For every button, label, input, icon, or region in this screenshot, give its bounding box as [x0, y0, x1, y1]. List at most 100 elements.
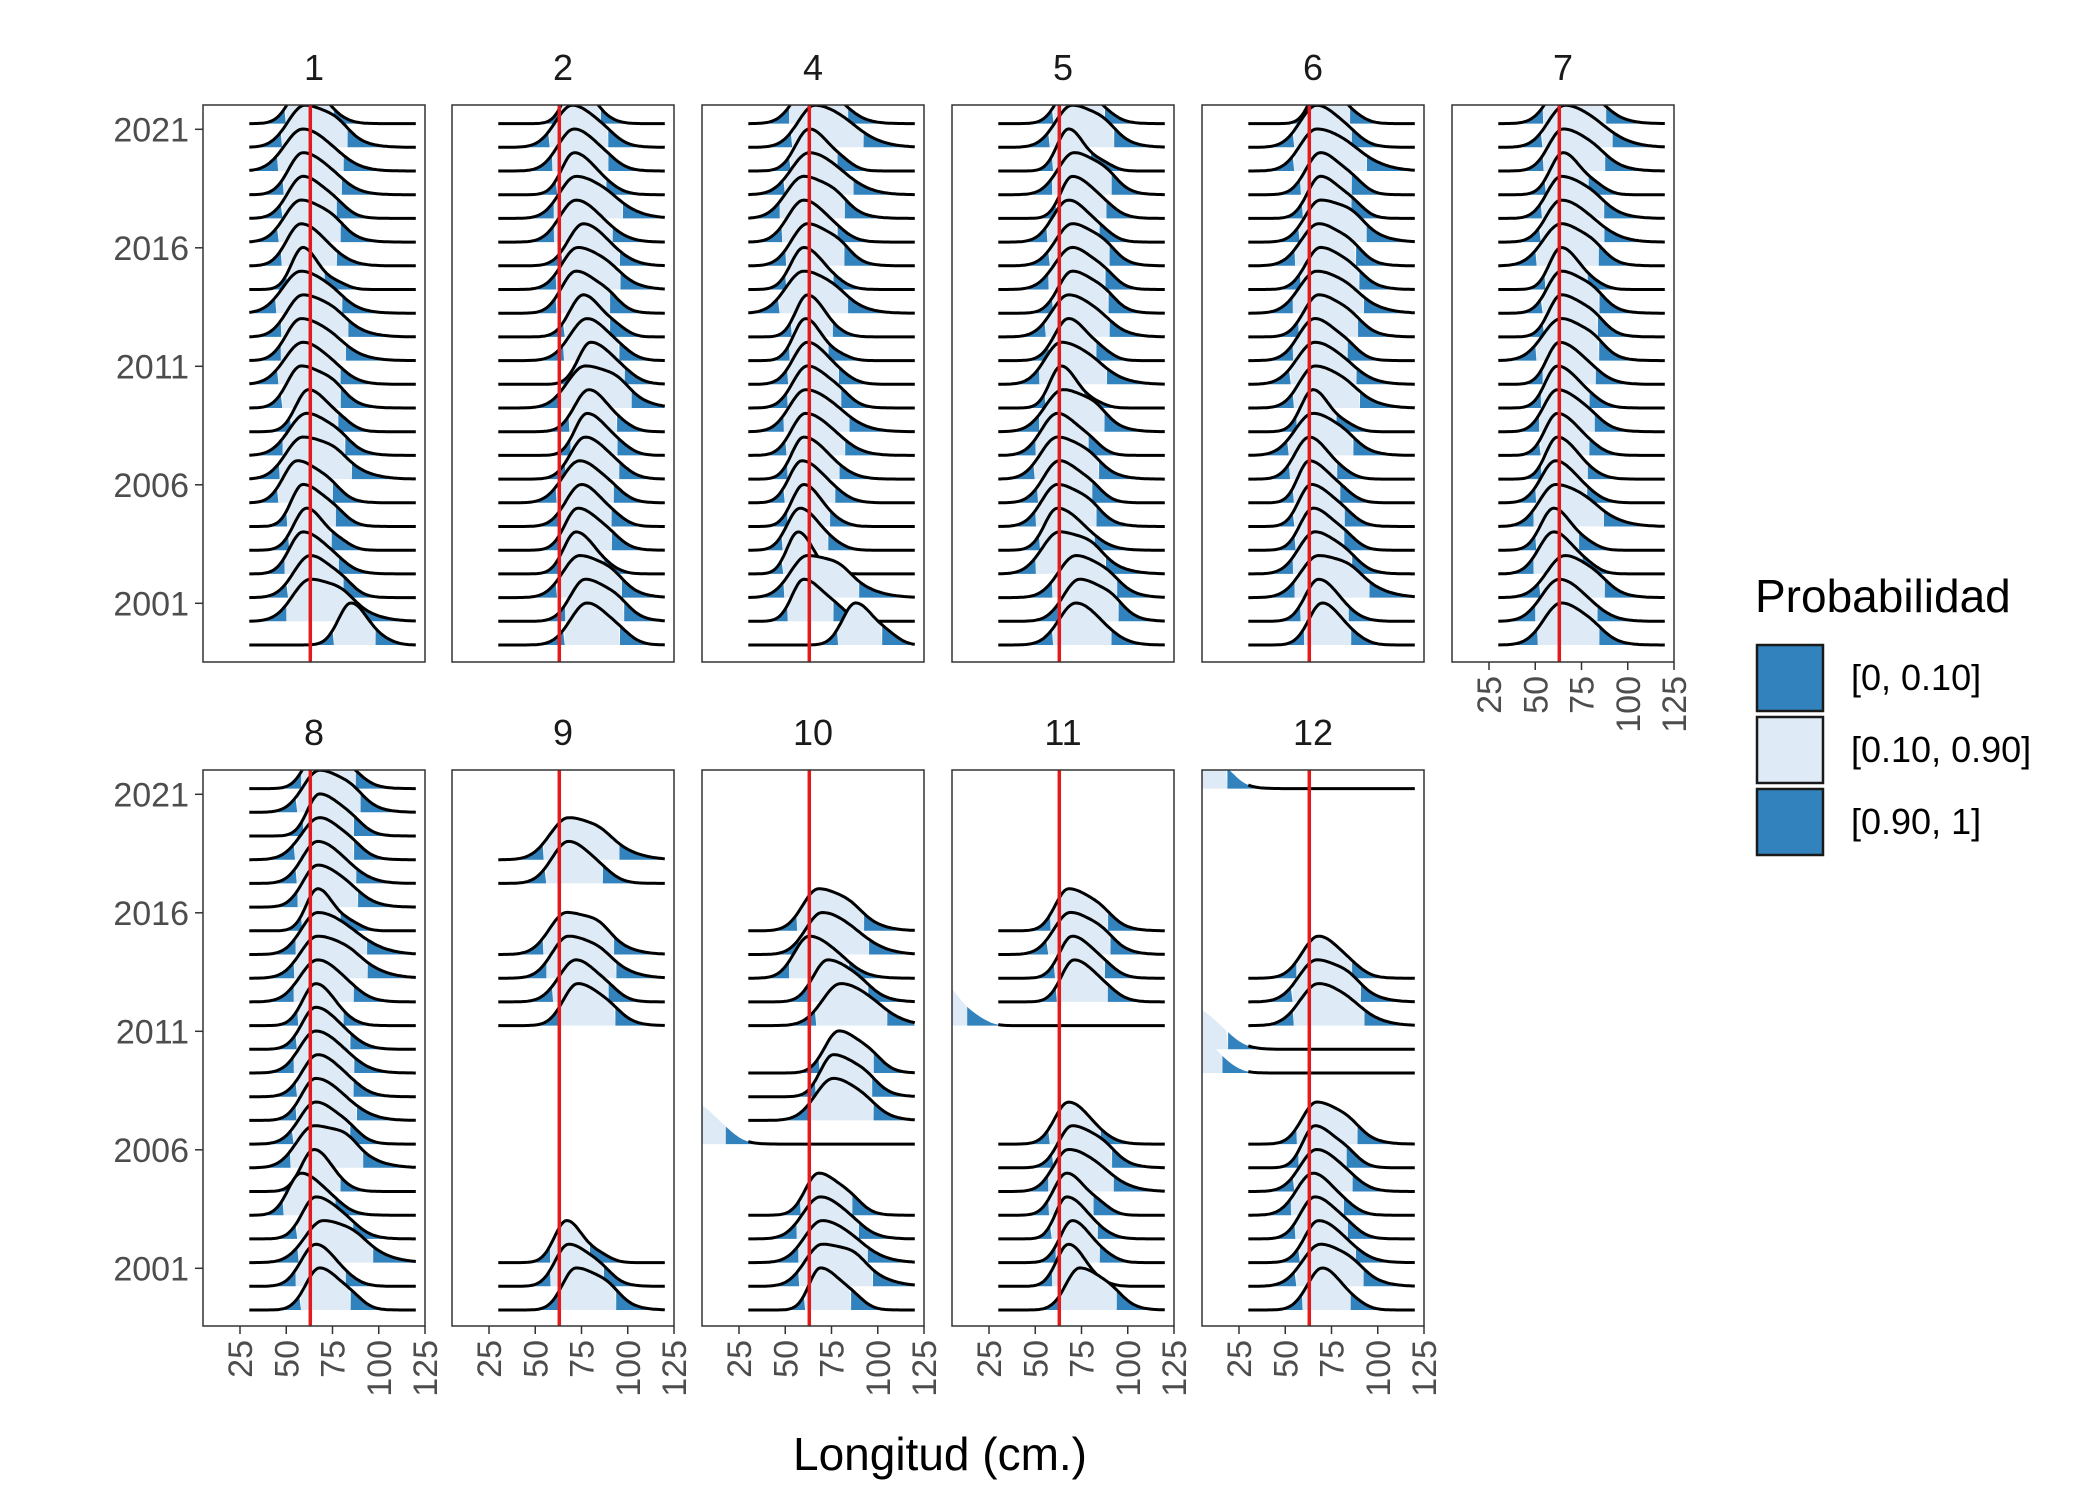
- ridge-line-2-2001: [498, 577, 665, 623]
- ridge-high-9-2019: [619, 843, 665, 860]
- ridge-line-11-2023: [998, 760, 1165, 765]
- ridge-low-7-2012: [1498, 345, 1537, 361]
- ridge-line-10-2014: [748, 934, 915, 980]
- ridge-high-2-2005: [611, 508, 665, 527]
- ridge-low-7-2016: [1498, 250, 1537, 266]
- x-tick-label-10-125: 125: [906, 1340, 944, 1397]
- y-tick-label-2021: 2021: [113, 111, 189, 149]
- x-tick-label-9-50: 50: [517, 1340, 555, 1378]
- ridge-line-7-2005: [1498, 483, 1665, 528]
- legend-label-0: [0, 0.10]: [1851, 657, 1981, 698]
- ridge-low-4-2016: [748, 250, 787, 266]
- x-tick-label-9-25: 25: [471, 1340, 509, 1378]
- ridge-low-7-2015: [1498, 274, 1546, 290]
- ridge-line-5-2004: [998, 506, 1165, 552]
- ridge-high-5-2015: [1105, 267, 1165, 290]
- ridge-low-8-2007: [249, 1129, 294, 1145]
- ridge-high-5-2020: [1091, 151, 1165, 171]
- ridge-low-12-2012: [1248, 1010, 1294, 1026]
- ridge-high-4-2005: [830, 510, 915, 527]
- ridge-low-4-2017: [748, 226, 783, 243]
- x-tick-label-12-25: 25: [1221, 1340, 1259, 1378]
- ridge-high-7-2023: [1609, 82, 1665, 100]
- ridge-line-2-2011: [498, 340, 665, 386]
- x-tick-label-11-25: 25: [971, 1340, 1009, 1378]
- ridge-mid-10-2007: [702, 1105, 726, 1145]
- ridge-line-4-2006: [748, 459, 915, 505]
- ridge-low-4-2013: [748, 321, 792, 337]
- ridge-line-11-2007: [998, 1100, 1165, 1146]
- ridge-low-5-2006: [998, 487, 1038, 503]
- ridge-mid-6-2000: [1304, 603, 1352, 645]
- ridge-high-2-2020: [608, 153, 665, 171]
- ridge-high-7-2008: [1589, 438, 1665, 456]
- ridge-low-8-2022: [249, 772, 302, 789]
- ridge-low-5-2007: [998, 463, 1035, 480]
- ridge-low-5-2020: [998, 156, 1053, 171]
- ridge-line-4-2018: [748, 174, 915, 220]
- ridge-line-2-2014: [498, 269, 665, 315]
- ridge-line-4-2022: [748, 105, 915, 126]
- ridge-low-5-2001: [998, 604, 1058, 622]
- ridge-high-12-2011: [1228, 1032, 1415, 1050]
- ridge-high-8-2018: [356, 868, 416, 884]
- ridge-line-1-2008: [249, 411, 416, 457]
- ridge-low-11-2004: [998, 1199, 1049, 1216]
- ridge-low-1-2023: [249, 84, 287, 100]
- panel-ridges-12: [1202, 770, 1415, 1312]
- ridge-high-11-2005: [1113, 1175, 1165, 1192]
- ridge-high-1-2005: [335, 505, 416, 527]
- ridge-line-5-2022: [998, 105, 1165, 126]
- ridge-low-2-2003: [498, 557, 560, 574]
- ridge-high-2-2017: [612, 226, 665, 243]
- ridge-low-10-2004: [748, 1199, 801, 1216]
- panel-border-12: [1201, 769, 1425, 1327]
- ridge-line-6-2003: [1248, 530, 1415, 576]
- ridge-line-2-2017: [498, 198, 665, 244]
- ridge-high-5-2000: [1111, 629, 1165, 645]
- ridge-line-4-2015: [748, 245, 915, 291]
- ridge-line-10-2004: [748, 1171, 915, 1217]
- ridge-line-9-2014: [498, 934, 665, 980]
- ridge-low-1-2008: [249, 438, 283, 456]
- ridge-line-11-2014: [998, 934, 1165, 980]
- panel-4: 4: [701, 47, 925, 663]
- ridge-low-6-2005: [1248, 512, 1295, 527]
- ridge-high-12-2004: [1343, 1197, 1415, 1216]
- y-tick-label-2006: 2006: [113, 1132, 189, 1170]
- ridge-low-2-2007: [498, 463, 566, 480]
- ridge-high-10-2010: [873, 1052, 915, 1073]
- ridge-low-9-2012: [498, 1009, 559, 1026]
- ridge-high-2-2014: [610, 291, 665, 314]
- ridge-low-2-2009: [498, 416, 570, 432]
- ridge-low-5-2009: [998, 414, 1039, 432]
- ridge-high-7-2020: [1605, 153, 1665, 171]
- ridge-line-7-2000: [1498, 601, 1665, 647]
- x-axis-title: Longitud (cm.): [793, 1428, 1087, 1480]
- ridge-line-8-2003: [249, 1195, 416, 1241]
- ridge-high-7-2007: [1587, 463, 1665, 480]
- ridge-mid-12-2000: [1302, 1268, 1351, 1310]
- ridge-low-12-2007: [1248, 1128, 1297, 1145]
- ridge-low-2-2018: [498, 201, 554, 219]
- ridge-line-4-2014: [748, 269, 915, 315]
- panel-ridges-4: [748, 83, 915, 647]
- ridge-high-7-2010: [1589, 391, 1665, 408]
- x-tick-label-8-125: 125: [407, 1340, 445, 1397]
- x-tick-label-7-25: 25: [1471, 676, 1509, 714]
- ridge-low-5-2003: [998, 557, 1036, 574]
- ridge-low-2-2020: [498, 154, 553, 171]
- ridge-line-2-2008: [498, 411, 665, 457]
- ridge-high-8-2014: [367, 962, 416, 979]
- ridge-low-6-2009: [1248, 415, 1297, 432]
- ridge-high-4-2023: [839, 83, 915, 100]
- ridge-low-2-2017: [498, 225, 554, 243]
- ridge-line-5-2013: [998, 293, 1165, 339]
- ridge-line-4-2010: [748, 364, 915, 410]
- ridge-low-2-2001: [498, 605, 566, 622]
- ridge-line-4-2004: [748, 506, 915, 552]
- ridge-low-5-2010: [998, 393, 1046, 408]
- ridge-line-7-2008: [1498, 411, 1665, 457]
- x-tick-label-9-100: 100: [610, 1340, 648, 1397]
- ridge-high-11-2013: [1107, 984, 1165, 1002]
